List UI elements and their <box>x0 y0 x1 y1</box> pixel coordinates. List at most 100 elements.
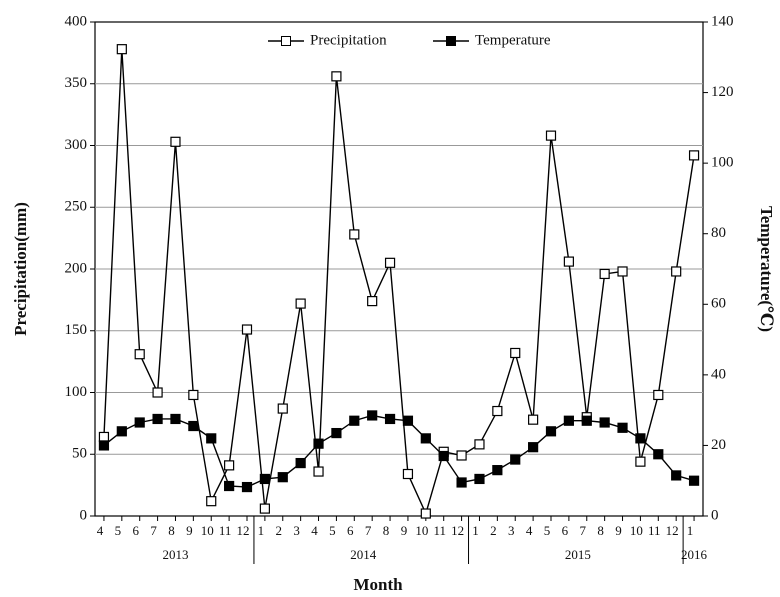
x-tick-label: 2 <box>276 523 283 538</box>
y2-axis-title: Temperature(℃) <box>757 206 776 332</box>
data-point <box>206 433 217 444</box>
data-point <box>188 389 199 401</box>
data-point <box>492 465 503 476</box>
legend-label: Temperature <box>475 32 551 48</box>
x-tick-label: 4 <box>311 523 318 538</box>
data-point <box>152 413 163 425</box>
data-point <box>456 477 467 488</box>
data-point <box>688 475 700 486</box>
data-point <box>599 268 610 280</box>
y2-tick-label: 100 <box>711 155 734 171</box>
data-point <box>259 503 270 514</box>
x-tick-label: 6 <box>132 523 139 538</box>
data-point <box>635 433 646 444</box>
x-tick-label: 10 <box>201 523 214 538</box>
data-point <box>116 426 127 437</box>
data-point <box>563 256 574 267</box>
x-tick-label: 12 <box>451 523 464 538</box>
series-line <box>103 414 695 488</box>
x-tick-label: 5 <box>115 523 122 538</box>
data-point <box>277 472 288 483</box>
data-point <box>170 413 181 425</box>
data-point <box>528 442 539 453</box>
y2-tick-label: 120 <box>711 84 734 100</box>
x-tick-label: 9 <box>615 523 622 538</box>
y2-tick-label: 40 <box>711 366 726 382</box>
y-tick-label: 50 <box>72 446 87 462</box>
x-tick-label: 10 <box>415 523 428 538</box>
x-tick-label: 11 <box>433 523 446 538</box>
x-tick-label: 8 <box>168 523 175 538</box>
x-tick-label: 1 <box>258 523 265 538</box>
data-point <box>510 347 521 359</box>
data-point <box>98 440 110 451</box>
x-tick-label: 12 <box>666 523 679 538</box>
data-point <box>295 298 306 309</box>
data-point <box>277 403 288 414</box>
data-point <box>331 71 342 82</box>
x-tick-label: 5 <box>544 523 551 538</box>
x-tick-label: 6 <box>562 523 569 538</box>
x-tick-label: 11 <box>648 523 661 538</box>
data-point <box>98 431 110 443</box>
data-point <box>653 449 664 460</box>
data-point <box>456 450 467 461</box>
y-tick-label: 100 <box>65 384 88 400</box>
data-point <box>331 427 342 439</box>
x-tick-label: 1 <box>687 523 694 538</box>
x-tick-label: 2 <box>490 523 497 538</box>
data-point <box>134 349 145 360</box>
x-tick-label: 7 <box>580 523 587 538</box>
data-point <box>384 257 396 268</box>
data-point <box>581 415 592 426</box>
legend-marker <box>281 36 291 46</box>
data-point <box>206 496 217 507</box>
y2-tick-label: 140 <box>711 13 734 29</box>
y2-tick-label: 60 <box>711 296 726 312</box>
legend-marker <box>446 36 456 46</box>
y-axis-title: Precipitation(mm) <box>11 202 30 336</box>
x-tick-label: 6 <box>347 523 354 538</box>
data-point <box>188 420 199 432</box>
data-point <box>474 439 485 450</box>
data-point <box>438 450 449 462</box>
y-tick-label: 250 <box>65 199 88 215</box>
y-tick-label: 0 <box>80 507 88 523</box>
x-tick-label: 9 <box>186 523 193 538</box>
legend-label: Precipitation <box>310 32 387 48</box>
data-point <box>474 473 485 485</box>
y2-tick-label: 80 <box>711 225 726 241</box>
data-point <box>545 426 557 437</box>
data-point <box>152 387 163 398</box>
data-point <box>313 438 324 449</box>
data-point <box>295 457 306 469</box>
x-tick-label: 3 <box>293 523 300 538</box>
year-label: 2013 <box>162 547 188 562</box>
data-point <box>492 405 503 417</box>
data-point <box>170 136 181 147</box>
x-tick-label: 1 <box>472 523 479 538</box>
x-tick-label: 9 <box>401 523 408 538</box>
x-tick-label: 11 <box>219 523 232 538</box>
data-point <box>510 454 521 465</box>
x-tick-label: 4 <box>97 523 104 538</box>
data-point <box>224 460 235 471</box>
data-point <box>528 414 539 425</box>
y2-tick-label: 0 <box>711 507 719 523</box>
data-point <box>420 508 431 519</box>
x-tick-label: 12 <box>237 523 250 538</box>
data-point <box>653 389 664 401</box>
series-line <box>103 49 695 516</box>
x-tick-label: 10 <box>630 523 643 538</box>
x-tick-label: 8 <box>597 523 604 538</box>
data-point <box>545 130 557 141</box>
data-point <box>402 415 414 426</box>
data-point <box>134 417 145 428</box>
data-point <box>688 150 700 161</box>
data-point <box>671 470 682 481</box>
data-point <box>116 44 127 55</box>
data-point <box>241 481 253 493</box>
data-point <box>563 415 574 426</box>
y-tick-label: 400 <box>65 13 88 29</box>
